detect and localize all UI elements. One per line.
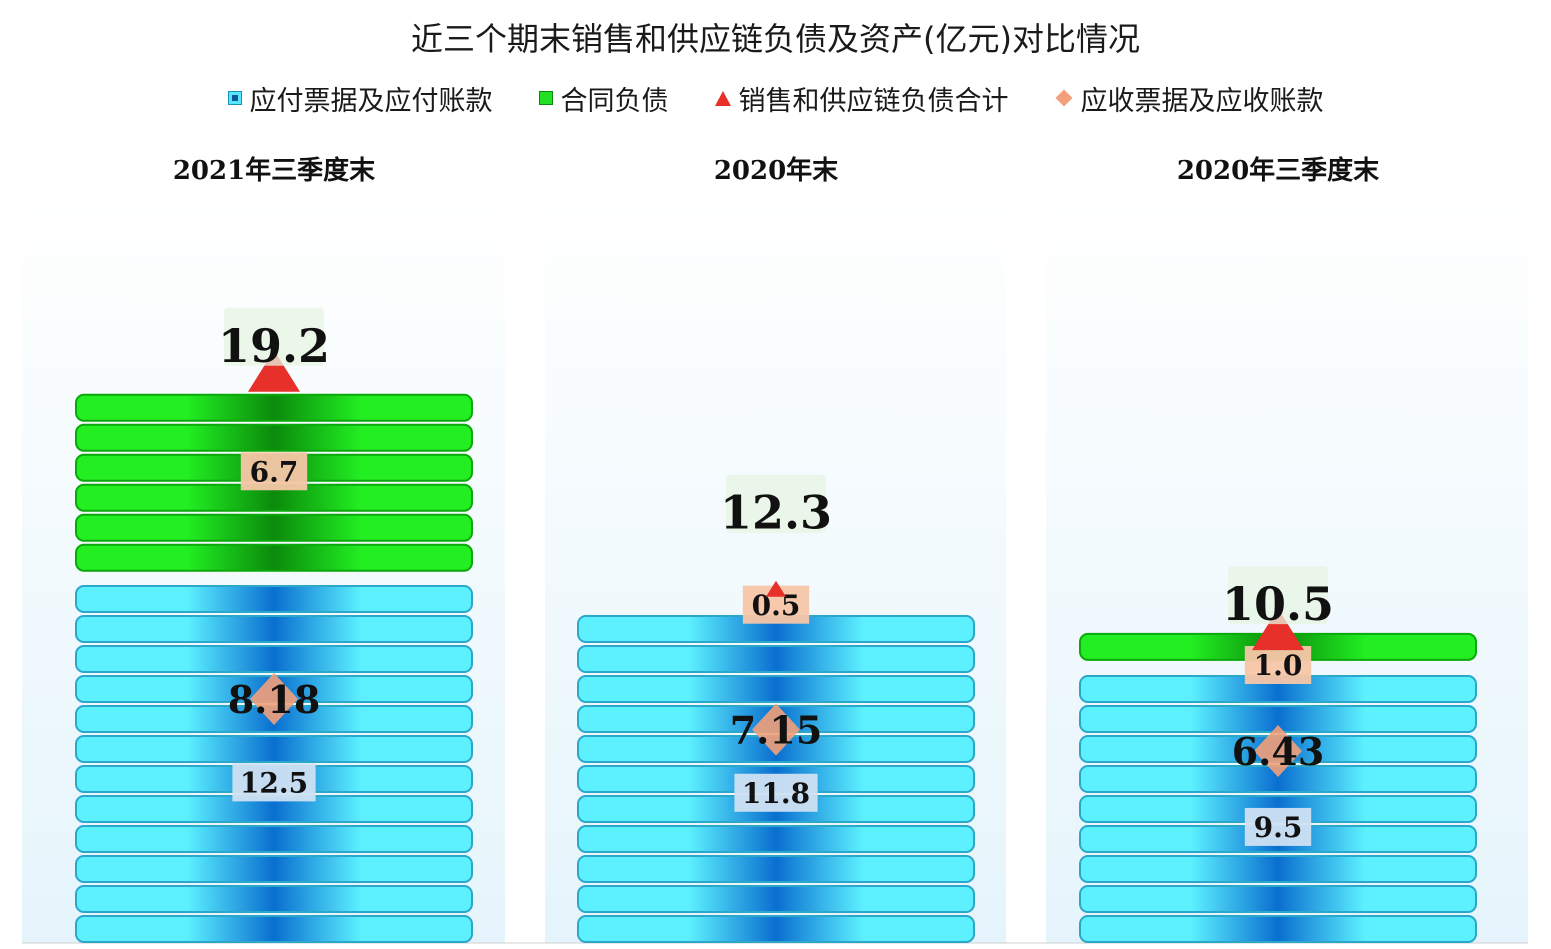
legend-label-receivable: 应收票据及应收账款 xyxy=(1080,85,1324,117)
total-label-glow-1 xyxy=(726,474,826,533)
legend-marker-payable xyxy=(227,91,242,105)
receivable-label-0: 8.18 xyxy=(228,677,321,722)
payable-label-1-box xyxy=(734,773,818,812)
payable-bar-0-ring-10 xyxy=(75,615,473,643)
payable-bar-2-ring-2 xyxy=(1079,855,1477,883)
total-label-2: 10.5 xyxy=(1222,577,1334,631)
legend-item-contract: 合同负债 xyxy=(538,79,669,118)
legend-label-total: 销售和供应链负债合计 xyxy=(738,85,1009,117)
payable-bar-0-ring-0 xyxy=(75,915,473,943)
payable-bar-1-ring-1 xyxy=(577,885,975,913)
payable-label-1: 11.8 xyxy=(742,777,810,810)
total-label-glow-0 xyxy=(224,307,324,366)
total-label-0: 19.2 xyxy=(218,319,330,373)
total-label-glow-2 xyxy=(1228,566,1328,625)
payable-bar-1-ring-8 xyxy=(577,675,975,703)
payable-label-2: 9.5 xyxy=(1254,811,1303,844)
category-label-1: 2020年末 xyxy=(713,156,839,186)
payable-label-2-box xyxy=(1244,807,1312,846)
contract-label-2: 1.0 xyxy=(1254,649,1303,682)
payable-bar-0-ring-2 xyxy=(75,855,473,883)
contract-label-0-box xyxy=(240,452,308,491)
total-marker-0 xyxy=(248,350,300,392)
contract-label-0: 6.7 xyxy=(250,455,299,488)
payable-label-0-box xyxy=(232,763,316,802)
contract-label-2-box xyxy=(1244,646,1312,684)
bar-gap-1 xyxy=(1006,205,1046,943)
legend-label-payable: 应付票据及应付账款 xyxy=(249,85,493,117)
payable-bar-1-ring-0 xyxy=(577,915,975,943)
receivable-label-1: 7.15 xyxy=(730,708,823,753)
payable-bar-2-ring-0 xyxy=(1079,915,1477,943)
total-marker-2 xyxy=(1252,608,1304,651)
receivable-marker-0 xyxy=(250,673,298,726)
category-label-2: 2020年三季度末 xyxy=(1176,156,1380,186)
payable-bar-1-ring-2 xyxy=(577,855,975,883)
contract-bar-0-ring-4 xyxy=(75,423,473,452)
payable-bar-1-ring-9 xyxy=(577,645,975,673)
legend-label-contract: 合同负债 xyxy=(560,85,669,117)
payable-bar-0-ring-9 xyxy=(75,645,473,673)
payable-bar-1-ring-3 xyxy=(577,825,975,853)
legend: 应付票据及应付账款 合同负债 销售和供应链负债合计 应收票据及应收账款 xyxy=(0,79,1551,118)
payable-bar-0-ring-3 xyxy=(75,825,473,853)
chart-title: 近三个期末销售和供应链负债及资产(亿元)对比情况 xyxy=(411,20,1140,58)
contract-bar-0-ring-5 xyxy=(75,393,473,422)
category-label-0: 2021年三季度末 xyxy=(172,156,376,186)
legend-item-receivable: 应收票据及应收账款 xyxy=(1055,79,1324,118)
payable-bar-2-ring-1 xyxy=(1079,885,1477,913)
legend-marker-contract xyxy=(538,91,553,105)
total-label-1: 12.3 xyxy=(720,486,832,540)
bar-gap-0 xyxy=(505,205,545,943)
payable-bar-0-ring-11 xyxy=(75,585,473,613)
contract-bar-0-ring-1 xyxy=(75,513,473,542)
receivable-marker-2 xyxy=(1254,725,1302,778)
receivable-label-2: 6.43 xyxy=(1232,729,1325,774)
legend-item-total: 销售和供应链负债合计 xyxy=(714,79,1009,118)
legend-marker-total xyxy=(714,90,731,106)
legend-item-payable: 应付票据及应付账款 xyxy=(227,79,493,118)
contract-bar-0-ring-0 xyxy=(75,543,473,572)
total-marker-1 xyxy=(766,580,786,597)
receivable-marker-1 xyxy=(752,703,800,756)
payable-label-0: 12.5 xyxy=(240,766,308,799)
payable-bar-0-ring-1 xyxy=(75,885,473,913)
payable-bar-0-ring-6 xyxy=(75,735,473,763)
